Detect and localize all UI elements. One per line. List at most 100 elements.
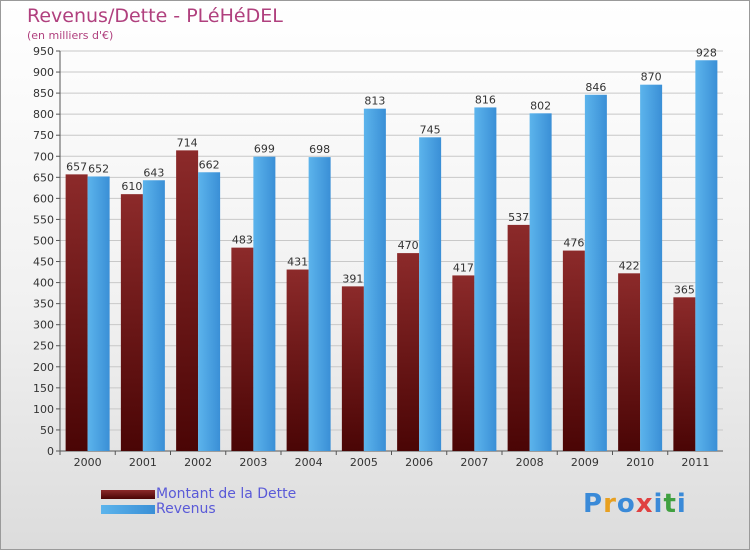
logo-letter: i — [653, 489, 664, 519]
data-label-revenus: 652 — [88, 162, 109, 175]
x-tick-label: 2002 — [184, 456, 212, 469]
x-tick-label: 2001 — [129, 456, 157, 469]
logo-letter: t — [663, 489, 677, 519]
bar-revenus — [529, 113, 552, 451]
data-label-dette: 483 — [232, 234, 253, 247]
bar-dette — [507, 224, 530, 451]
legend-swatch-dette — [101, 490, 155, 499]
bar-dette — [341, 286, 364, 451]
bar-dette — [286, 269, 309, 451]
x-tick-label: 2003 — [239, 456, 267, 469]
y-tick-label: 100 — [33, 403, 54, 416]
data-label-revenus: 802 — [530, 99, 551, 112]
bars — [65, 60, 718, 452]
y-tick-label: 200 — [33, 361, 54, 374]
data-label-revenus: 846 — [585, 81, 606, 94]
data-label-revenus: 643 — [143, 166, 164, 179]
data-label-revenus: 870 — [641, 71, 662, 84]
x-tick-label: 2010 — [626, 456, 654, 469]
x-tick-label: 2005 — [350, 456, 378, 469]
legend-label-revenus: Revenus — [156, 501, 216, 517]
bar-dette — [562, 250, 585, 451]
y-tick-label: 600 — [33, 192, 54, 205]
data-label-dette: 431 — [287, 256, 308, 269]
data-label-dette: 417 — [453, 261, 474, 274]
x-tick-label: 2006 — [405, 456, 433, 469]
y-tick-label: 250 — [33, 340, 54, 353]
bar-dette — [452, 275, 475, 451]
data-label-revenus: 816 — [475, 93, 496, 106]
bar-revenus — [640, 84, 663, 452]
logo-letter: r — [603, 489, 617, 519]
logo-letter: o — [616, 489, 636, 519]
data-label-revenus: 813 — [364, 95, 385, 108]
proxiti-logo: Proxiti — [583, 489, 687, 519]
y-tick-label: 700 — [33, 150, 54, 163]
bar-revenus — [87, 176, 110, 451]
y-tick-label: 750 — [33, 129, 54, 142]
data-label-revenus: 928 — [696, 46, 717, 59]
bar-revenus — [142, 180, 165, 451]
x-tick-label: 2000 — [74, 456, 102, 469]
bar-dette — [65, 174, 88, 452]
legend-swatch-revenus — [101, 505, 155, 514]
y-tick-label: 650 — [33, 171, 54, 184]
bar-revenus — [198, 172, 221, 451]
x-tick-label: 2004 — [295, 456, 323, 469]
bar-dette — [231, 247, 254, 451]
y-tick-label: 50 — [40, 424, 54, 437]
data-label-revenus: 699 — [254, 143, 275, 156]
data-label-dette: 391 — [342, 272, 363, 285]
data-label-dette: 422 — [619, 259, 640, 272]
logo-letter: i — [676, 489, 687, 519]
bar-revenus — [474, 107, 497, 451]
data-label-dette: 657 — [66, 160, 87, 173]
bar-revenus — [584, 94, 607, 451]
bar-revenus — [363, 108, 386, 452]
bar-revenus — [308, 157, 331, 451]
x-tick-label: 2009 — [571, 456, 599, 469]
x-tick-label: 2011 — [681, 456, 709, 469]
bar-dette — [120, 194, 143, 451]
legend-label-dette: Montant de la Dette — [156, 486, 297, 502]
y-tick-label: 400 — [33, 277, 54, 290]
logo-letter: P — [583, 489, 604, 519]
x-tick-label: 2008 — [516, 456, 544, 469]
axes: 0 50 100 150 200 250 300 350 400 450 500 550 600 650 7… — [33, 45, 723, 469]
data-label-dette: 537 — [508, 211, 529, 224]
data-label-dette: 610 — [121, 180, 142, 193]
bar-revenus — [253, 156, 276, 451]
chart-subtitle: (en milliers d'€) — [27, 29, 114, 42]
bar-revenus — [695, 60, 718, 452]
y-tick-label: 850 — [33, 87, 54, 100]
x-tick-label: 2007 — [460, 456, 488, 469]
y-tick-label: 900 — [33, 66, 54, 79]
bar-dette — [618, 273, 641, 451]
y-tick-label: 450 — [33, 256, 54, 269]
y-tick-label: 500 — [33, 234, 54, 247]
data-label-dette: 470 — [398, 239, 419, 252]
chart-title: Revenus/Dette - PLéHéDEL — [27, 5, 283, 27]
bar-revenus — [419, 137, 442, 451]
logo-letter: x — [635, 489, 654, 519]
data-label-revenus: 662 — [199, 158, 220, 171]
y-tick-label: 150 — [33, 382, 54, 395]
data-label-dette: 476 — [563, 237, 584, 250]
y-tick-label: 350 — [33, 298, 54, 311]
y-tick-label: 950 — [33, 45, 54, 58]
y-tick-label: 300 — [33, 319, 54, 332]
bar-dette — [673, 297, 696, 451]
data-label-revenus: 698 — [309, 143, 330, 156]
grid-lines — [60, 50, 723, 452]
data-label-dette: 714 — [177, 136, 198, 149]
y-tick-label: 550 — [33, 213, 54, 226]
bar-dette — [176, 150, 199, 452]
y-tick-label: 0 — [47, 445, 54, 458]
data-label-dette: 365 — [674, 283, 695, 296]
y-tick-label: 800 — [33, 108, 54, 121]
bar-dette — [397, 253, 420, 451]
data-label-revenus: 745 — [420, 123, 441, 136]
